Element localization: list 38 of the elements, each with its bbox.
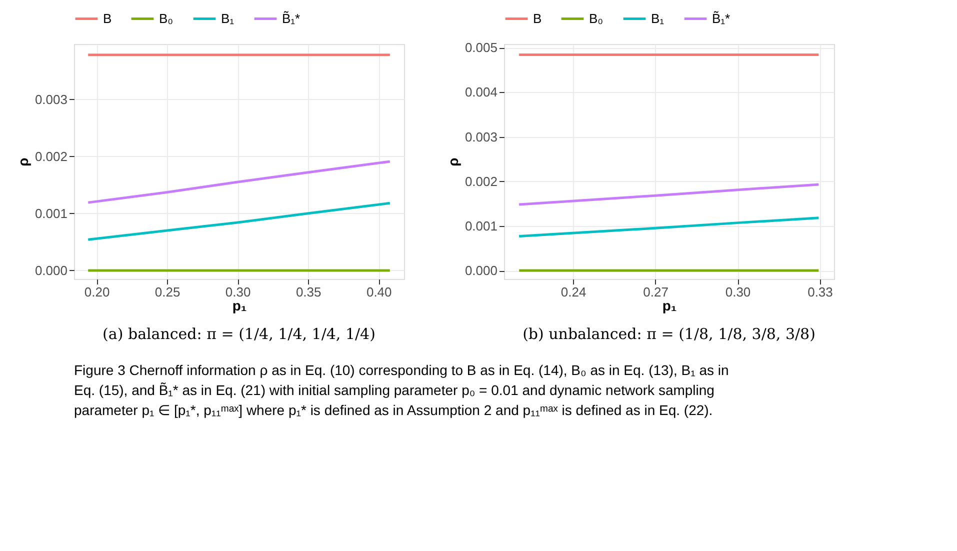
y-tick-label: 0.001 [34,206,68,221]
line-series [86,160,392,204]
x-tick-label: 0.40 [366,284,392,300]
line-series [518,183,820,206]
legend-label: B₁ [651,10,665,26]
line-series [86,202,392,241]
y-tick-label: 0.000 [464,263,498,278]
y-tick-label: 0.005 [464,40,498,56]
x-tick-label: 0.27 [643,284,668,300]
legend-label: B₀ [159,10,174,26]
x-axis-title: p₁ [662,298,677,314]
caption: Figure 3 Chernoff information ρ as in Eq. (10) corresponding to B as in Eq. (14), B₀ as in Eq. (13), B₁ as in Eq. (15), and B̃₁* as in Eq. (21) with initial sampling parameter p₀ = 0.01 and dynamic network sampling parameter p₁ ∈ [p₁*, p₁₁ᵐᵃˣ] where p₁* is defined as in Assumption 2 and p₁₁ᵐᵃˣ is defined as in Eq. (22). [74,362,729,418]
y-tick-label: 0.000 [34,262,68,278]
x-tick-label: 0.33 [808,284,833,300]
y-axis-title: ρ [444,157,461,166]
text: (b) unbalanced: π = (1/8, 1/8, 3/8, 3/8) [522,325,816,343]
legend-label: B [533,10,542,26]
legend-label: B₁ [221,10,235,26]
y-tick-label: 0.001 [464,218,498,234]
y-tick-label: 0.002 [34,148,68,164]
legend-label: B̃₁* [282,10,300,26]
line-series [518,216,820,238]
x-tick-label: 0.25 [154,284,180,300]
y-tick-label: 0.003 [34,92,68,107]
y-axis-title: ρ [14,157,31,166]
text: (a) balanced: π = (1/4, 1/4, 1/4, 1/4) [102,325,376,343]
legend-label: B₀ [589,10,604,26]
x-tick-label: 0.24 [560,284,586,300]
x-tick-label: 0.35 [296,284,322,300]
x-tick-label: 0.30 [725,284,751,300]
x-tick-label: 0.20 [84,284,110,300]
x-axis-title: p₁ [232,298,247,314]
x-tick-label: 0.30 [225,284,251,300]
legend-label: B [103,10,112,26]
legend-label: B̃₁* [712,10,730,26]
y-tick-label: 0.004 [464,84,498,100]
y-tick-label: 0.002 [464,174,498,189]
y-tick-label: 0.003 [464,129,498,144]
